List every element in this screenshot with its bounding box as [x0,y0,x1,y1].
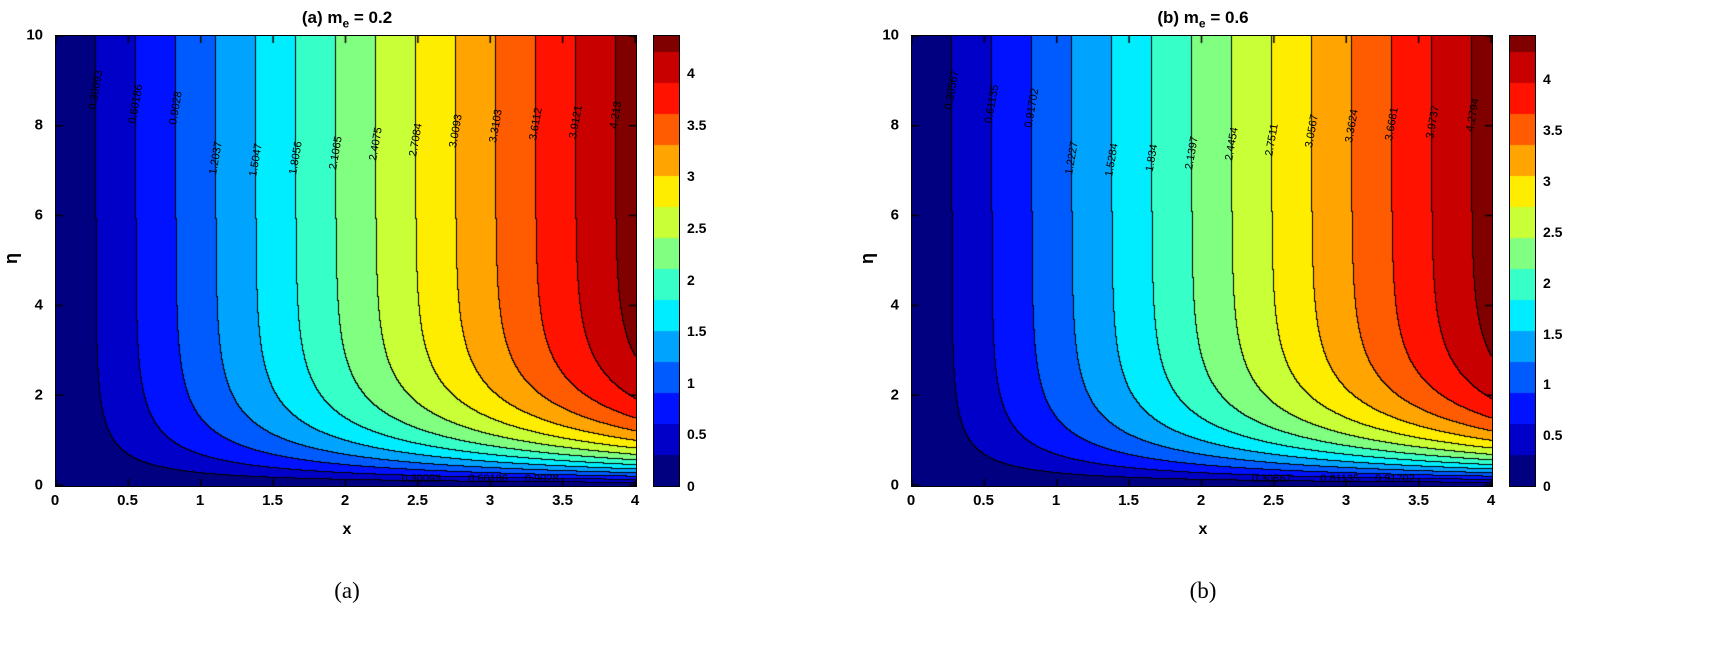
colorbar-tick-labels: 0 0.5 1 1.5 2 2.5 3 3.5 4 [687,36,727,494]
panel-a-title: (a) me = 0.2 [55,8,639,30]
x-axis-label: x [342,521,352,538]
x-tick-label: 2.5 [407,492,428,509]
y-tick-label: 6 [890,206,899,224]
colorbar-tick-label: 1.5 [687,323,707,340]
colorbar-a: 0 0.5 1 1.5 2 2.5 3 3.5 4 [653,35,723,494]
colorbar-tick-label: 3 [1543,173,1551,190]
title-subscript: e [1198,16,1206,31]
colorbar-tick-label: 2 [1543,274,1551,291]
colorbar-tick-label: 3 [687,168,695,185]
x-axis-label: x [1198,521,1208,538]
y-tick-label: 10 [26,26,43,44]
title-subscript: e [342,16,350,31]
title-value: = 0.2 [349,8,393,27]
colorbar-tick-label: 3.5 [1543,122,1563,139]
y-tick-label: 8 [34,116,43,134]
colorbar-tick-label: 0.5 [687,426,707,443]
x-tick-label: 1.5 [1118,492,1139,509]
x-tick-label: 1 [1051,492,1061,509]
colorbar-tick-label: 1 [1543,376,1551,393]
y-tick-labels: 0 2 4 6 8 10 [856,27,904,494]
x-tick-labels: 0 0.5 1 1.5 2 2.5 3 3.5 4 [907,492,1496,512]
x-tick-label: 4 [1486,492,1496,509]
x-tick-label: 3 [1341,492,1351,509]
panel-b-caption: (b) [1189,578,1217,603]
title-text: (b) m [1157,8,1199,27]
y-tick-label: 6 [34,206,43,224]
colorbar-tick-label: 2.5 [687,219,707,236]
colorbar-tick-label: 1 [687,374,695,391]
colorbar-tick-label: 3.5 [687,116,707,133]
panel-b-title: (b) me = 0.6 [911,8,1495,30]
y-tick-label: 8 [890,116,899,134]
y-tick-label: 4 [890,296,899,314]
x-tick-labels: 0 0.5 1 1.5 2 2.5 3 3.5 4 [51,492,640,512]
colorbar-tick-labels: 0 0.5 1 1.5 2 2.5 3 3.5 4 [1543,36,1583,494]
title-value: = 0.6 [1205,8,1249,27]
y-tick-label: 0 [34,476,43,494]
colorbar-tick-label: 0 [1543,478,1551,494]
x-tick-label: 2 [1196,492,1206,509]
x-tick-label: 0.5 [973,492,994,509]
colorbar-canvas-b [1509,35,1536,487]
x-tick-label: 0 [50,492,60,509]
panel-a-caption: (a) [334,578,360,603]
x-tick-label: 3.5 [552,492,573,509]
y-tick-label: 2 [890,386,899,404]
x-tick-label: 2.5 [1263,492,1284,509]
colorbar-tick-label: 1.5 [1543,325,1563,342]
y-tick-labels: 0 2 4 6 8 10 [0,27,48,494]
x-tick-label: 1.5 [262,492,283,509]
contour-canvas-b [912,36,1492,486]
colorbar-tick-label: 4 [687,65,695,82]
x-tick-label: 3 [485,492,495,509]
x-tick-label: 2 [340,492,350,509]
colorbar-tick-label: 0.5 [1543,427,1563,444]
contour-canvas-a [56,36,636,486]
y-tick-label: 10 [882,26,899,44]
colorbar-tick-label: 0 [687,478,695,494]
colorbar-tick-label: 2 [687,271,695,288]
colorbar-tick-label: 2.5 [1543,223,1563,240]
panel-a: (a) me = 0.2 η 0.30093 0.60186 0.9028 1.203… [0,0,855,661]
x-tick-label: 3.5 [1408,492,1429,509]
colorbar-canvas-a [653,35,680,487]
y-tick-label: 0 [890,476,899,494]
x-tick-label: 0.5 [117,492,138,509]
colorbar-tick-label: 4 [1543,71,1551,88]
colorbar-b: 0 0.5 1 1.5 2 2.5 3 3.5 4 [1509,35,1579,494]
title-text: (a) m [301,8,343,27]
x-tick-label: 4 [630,492,640,509]
y-tick-label: 2 [34,386,43,404]
contour-plot-b: 0.30567 0.61135 0.91702 1.2227 1.5284 1.834 2.… [911,35,1493,487]
contour-plot-a: 0.30093 0.60186 0.9028 1.2037 1.5047 1.8056 2.… [55,35,637,487]
panel-b: (b) me = 0.6 η 0.30567 0.61135 0.91702 1.22… [856,0,1711,661]
x-tick-label: 0 [906,492,916,509]
x-tick-label: 1 [195,492,205,509]
y-tick-label: 4 [34,296,43,314]
